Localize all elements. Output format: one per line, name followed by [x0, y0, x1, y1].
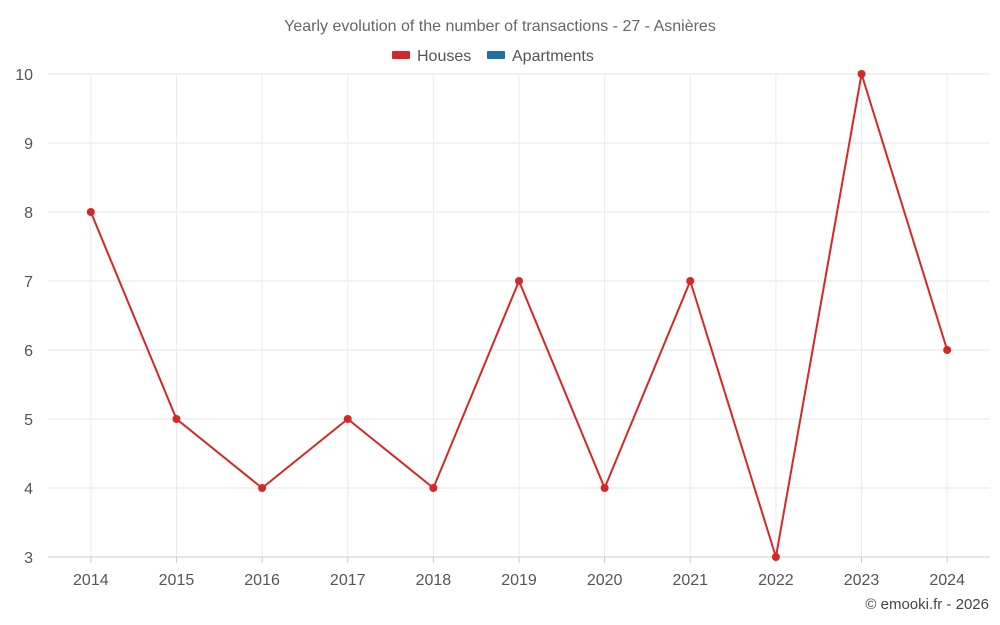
- x-tick-label: 2022: [758, 572, 794, 589]
- x-tick-label: 2024: [929, 572, 965, 589]
- data-point[interactable]: [686, 277, 695, 285]
- series-layer: [86, 70, 952, 561]
- data-point[interactable]: [771, 553, 780, 561]
- legend: Houses Apartments: [392, 48, 594, 65]
- legend-swatch-houses: [392, 51, 410, 59]
- data-point[interactable]: [172, 415, 181, 423]
- legend-item-apartments[interactable]: Apartments: [487, 48, 594, 65]
- data-point[interactable]: [943, 346, 952, 354]
- x-tick-label: 2014: [73, 572, 109, 589]
- x-tick-label: 2015: [159, 572, 195, 589]
- legend-swatch-apartments: [487, 51, 505, 59]
- data-point[interactable]: [343, 415, 352, 423]
- x-tick-label: 2021: [672, 572, 708, 589]
- y-tick-label: 3: [24, 550, 33, 567]
- y-tick-label: 4: [24, 481, 33, 498]
- legend-label-apartments: Apartments: [512, 48, 594, 65]
- x-tick-label: 2017: [330, 572, 366, 589]
- x-tick-label: 2020: [587, 572, 623, 589]
- y-tick-label: 7: [24, 274, 33, 291]
- data-point[interactable]: [857, 70, 866, 78]
- data-point[interactable]: [429, 484, 438, 492]
- chart-title: Yearly evolution of the number of transa…: [284, 18, 716, 35]
- y-tick-label: 8: [24, 205, 33, 222]
- y-tick-label: 9: [24, 136, 33, 153]
- x-tick-label: 2023: [844, 572, 880, 589]
- legend-item-houses[interactable]: Houses: [392, 48, 471, 65]
- data-point[interactable]: [515, 277, 523, 285]
- y-tick-label: 5: [24, 412, 33, 429]
- x-tick-label: 2019: [501, 572, 537, 589]
- y-tick-label: 10: [15, 67, 33, 84]
- x-tick-label: 2018: [416, 572, 452, 589]
- legend-label-houses: Houses: [417, 48, 471, 65]
- data-point[interactable]: [600, 484, 609, 492]
- data-point[interactable]: [86, 208, 95, 216]
- axes: 3 4 5 6 7 8 9 10 2014 2015 2016 2017 2018 2019 2020 202…: [15, 67, 990, 589]
- data-point[interactable]: [258, 484, 267, 492]
- credit-text: © emooki.fr - 2026: [865, 596, 989, 613]
- x-tick-label: 2016: [244, 572, 280, 589]
- y-tick-label: 6: [24, 343, 33, 360]
- grid: [48, 73, 990, 557]
